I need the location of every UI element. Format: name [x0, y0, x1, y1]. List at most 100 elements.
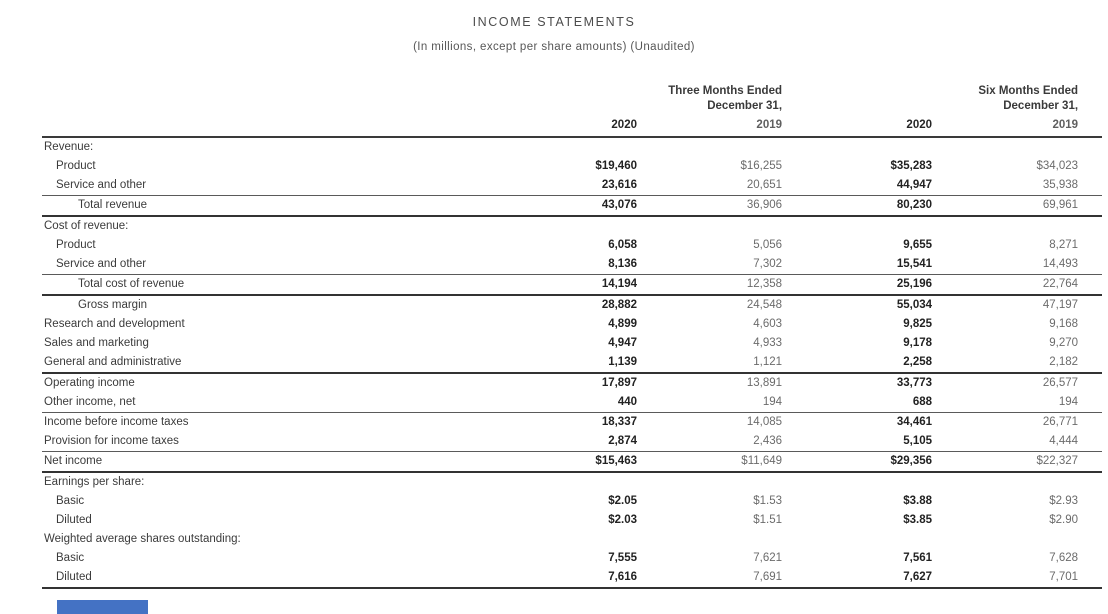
header-spacer: [42, 99, 497, 114]
row-label: Product: [56, 160, 96, 172]
value-cell: 12,358: [746, 278, 783, 290]
value-cell: 1,139: [608, 356, 637, 368]
value-cell: 9,168: [1049, 318, 1079, 330]
value-cell: $29,356: [890, 455, 933, 467]
value-cell: [637, 530, 782, 549]
table-row: Income before income taxes 18,337 14,085 34…: [42, 413, 1102, 433]
value-cell: 22,764: [1042, 278, 1079, 290]
row-label: Total revenue: [78, 199, 148, 211]
value-cell: 688: [912, 396, 933, 408]
value-cell: 14,194: [601, 278, 637, 290]
value-cell: 7,628: [1049, 552, 1079, 564]
three-months-header: Three Months Ended: [668, 85, 783, 97]
value-cell: 7,621: [753, 552, 783, 564]
table-row: Basic $2.05 $1.53 $3.88 $2.93: [42, 492, 1102, 511]
value-cell: 13,891: [746, 377, 783, 389]
value-cell: [782, 216, 932, 236]
value-cell: $2.90: [1049, 514, 1079, 526]
row-label: Sales and marketing: [44, 337, 149, 349]
table-row: Product 6,058 5,056 9,655 8,271: [42, 236, 1102, 255]
value-cell: [932, 472, 1102, 492]
value-cell: 9,655: [903, 239, 933, 251]
value-cell: $11,649: [741, 455, 783, 467]
value-cell: 23,616: [601, 179, 637, 191]
value-cell: $15,463: [595, 455, 637, 467]
row-label: General and administrative: [44, 356, 182, 368]
statement-body: Revenue: Product $19,460 $16,255 $35,283 $34,…: [42, 137, 1103, 588]
value-cell: 7,561: [903, 552, 933, 564]
table-row: Diluted 7,616 7,691 7,627 7,701: [42, 568, 1103, 588]
row-label: Weighted average shares outstanding:: [44, 533, 241, 545]
year-header-row: 2020 2019 2020 2019: [42, 114, 1103, 137]
value-cell: 9,270: [1049, 337, 1079, 349]
value-cell: 7,691: [753, 571, 783, 583]
table-row: Gross margin 28,882 24,548 55,034 47,197: [42, 295, 1102, 315]
value-cell: 4,933: [753, 337, 783, 349]
value-cell: [637, 472, 782, 492]
value-cell: 4,947: [608, 337, 637, 349]
table-row: Sales and marketing 4,947 4,933 9,178 9,270: [42, 334, 1102, 353]
value-cell: 43,076: [601, 199, 637, 211]
value-cell: 35,938: [1042, 179, 1079, 191]
value-cell: 14,493: [1042, 258, 1079, 270]
value-cell: 9,825: [903, 318, 933, 330]
value-cell: 1,121: [753, 356, 783, 368]
value-cell: 34,461: [896, 416, 933, 428]
table-row: Provision for income taxes 2,874 2,436 5,10…: [42, 432, 1103, 452]
table-row: Net income $15,463 $11,649 $29,356 $22,327: [42, 452, 1103, 472]
value-cell: $19,460: [595, 160, 637, 172]
value-cell: [932, 137, 1102, 157]
row-label: Other income, net: [44, 396, 136, 408]
value-cell: 194: [1058, 396, 1079, 408]
value-cell: 440: [617, 396, 637, 408]
row-label: Diluted: [56, 514, 92, 526]
value-cell: $1.51: [753, 514, 783, 526]
value-cell: [782, 472, 932, 492]
value-cell: 20,651: [746, 179, 783, 191]
value-cell: [932, 530, 1102, 549]
value-cell: 4,444: [1049, 435, 1079, 447]
value-cell: 80,230: [896, 199, 933, 211]
value-cell: [782, 137, 932, 157]
value-cell: $2.05: [608, 495, 637, 507]
value-cell: 2,258: [903, 356, 933, 368]
value-cell: 18,337: [601, 416, 637, 428]
income-statement-table: Three Months Ended Six Months Ended Dece…: [42, 84, 1103, 589]
value-cell: $3.85: [903, 514, 933, 526]
table-row: General and administrative 1,139 1,121 2,25…: [42, 353, 1103, 373]
value-cell: 17,897: [601, 377, 637, 389]
row-label: Operating income: [44, 377, 135, 389]
row-label: Net income: [44, 455, 103, 467]
table-row: Earnings per share:: [42, 472, 1102, 492]
table-row: Other income, net 440 194 688 194: [42, 393, 1103, 413]
value-cell: [637, 216, 782, 236]
table-row: Service and other 23,616 20,651 44,947 35,93…: [42, 176, 1103, 196]
value-cell: 36,906: [746, 199, 783, 211]
value-cell: [637, 137, 782, 157]
value-cell: 2,182: [1049, 356, 1079, 368]
value-cell: 4,603: [753, 318, 783, 330]
table-row: Total cost of revenue 14,194 12,358 25,196 2…: [42, 275, 1103, 295]
value-cell: 7,302: [753, 258, 783, 270]
row-label: Provision for income taxes: [44, 435, 179, 447]
six-months-header: Six Months Ended: [978, 85, 1079, 97]
table-header: Three Months Ended Six Months Ended Dece…: [42, 84, 1103, 137]
value-cell: 15,541: [896, 258, 933, 270]
value-cell: $35,283: [890, 160, 933, 172]
header-spacer: [42, 114, 497, 137]
row-label: Total cost of revenue: [78, 278, 185, 290]
row-label: Service and other: [56, 179, 147, 191]
value-cell: 7,555: [608, 552, 637, 564]
row-label: Gross margin: [78, 299, 148, 311]
value-cell: 26,771: [1042, 416, 1079, 428]
table-row: Weighted average shares outstanding:: [42, 530, 1102, 549]
value-cell: [497, 137, 637, 157]
value-cell: [782, 530, 932, 549]
row-label: Research and development: [44, 318, 185, 330]
value-cell: 14,085: [746, 416, 783, 428]
year-column-header: 2019: [756, 119, 783, 131]
value-cell: $22,327: [1036, 455, 1079, 467]
table-row: Product $19,460 $16,255 $35,283 $34,023: [42, 157, 1102, 176]
value-cell: 44,947: [896, 179, 933, 191]
